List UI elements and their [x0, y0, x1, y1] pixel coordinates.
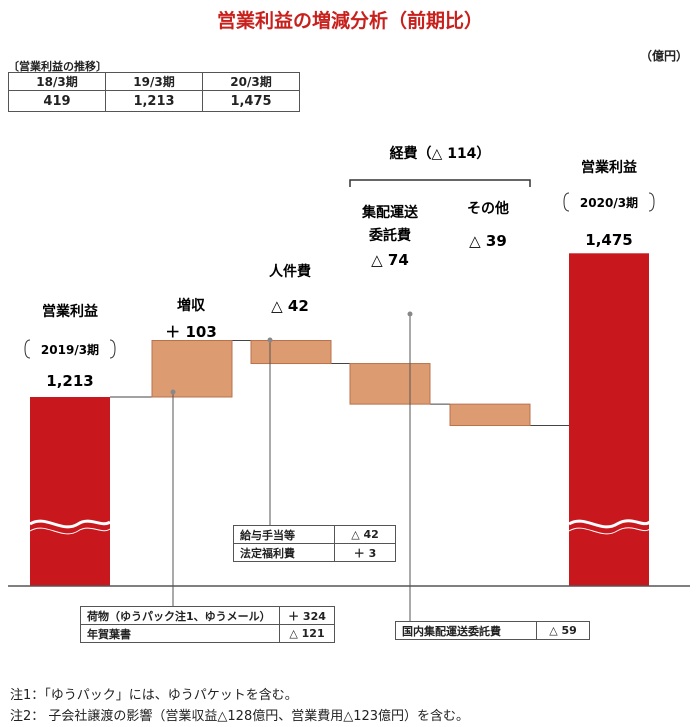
delivery-value: △ 74: [371, 251, 409, 269]
breakdown-value: △ 121: [279, 624, 335, 643]
breakdown-item: 年賀葉書: [80, 624, 280, 643]
breakdown-row: 給与手当等 △ 42: [233, 525, 396, 544]
bar-5: [569, 253, 649, 586]
bar-2: [250, 340, 332, 365]
trend-period: 19/3期: [105, 72, 203, 91]
axis-break-right: [568, 519, 651, 529]
personnel-breakdown-table: 給与手当等 △ 42 法定福利費 ＋ 3: [233, 525, 396, 562]
expense-group-label: 経費（△ 114）: [390, 145, 491, 162]
revenue-value: ＋ 103: [165, 323, 217, 341]
unit-label: （億円）: [639, 49, 688, 63]
trend-value-row: 419 1,213 1,475: [8, 90, 300, 112]
personnel-pointer-dot: [267, 337, 273, 343]
personnel-value: △ 42: [271, 297, 309, 315]
axis-break-right-2: [568, 527, 651, 535]
revenue-pointer-dot: [170, 389, 176, 395]
start-bar-period: 2019/3期: [41, 342, 99, 357]
end-bar-period: 2020/3期: [580, 195, 638, 210]
delivery-name-line1: 集配運送: [361, 204, 419, 221]
trend-period-row: 18/3期 19/3期 20/3期: [8, 72, 300, 91]
bar-4: [449, 403, 531, 427]
breakdown-value: △ 42: [334, 525, 396, 544]
start-period-bracket: [24, 339, 116, 359]
expense-group-bracket: [349, 179, 531, 187]
breakdown-row: 法定福利費 ＋ 3: [233, 543, 396, 562]
chart-title: 営業利益の増減分析（前期比）: [216, 10, 483, 32]
bar-3: [349, 363, 431, 405]
bar-0: [30, 397, 110, 586]
bar-1: [151, 340, 233, 398]
delivery-pointer-dot: [407, 311, 413, 317]
bars: [30, 253, 649, 586]
breakdown-row: 年賀葉書 △ 121: [80, 624, 335, 643]
trend-caption: 〔営業利益の推移〕: [8, 60, 107, 73]
breakdown-item: 荷物（ゆうパック注1、ゆうメール）: [80, 606, 280, 625]
trend-table: 18/3期 19/3期 20/3期 419 1,213 1,475: [8, 72, 300, 112]
breakdown-value: △ 59: [536, 621, 590, 640]
start-bar-value: 1,213: [46, 372, 93, 390]
footnote-1: 注1：「ゆうパック」には、ゆうパケットを含む。: [10, 688, 298, 703]
breakdown-item: 国内集配運送委託費: [395, 621, 537, 640]
breakdown-value: ＋ 324: [279, 606, 335, 625]
delivery-name-line2: 委託費: [368, 227, 411, 244]
other-value: △ 39: [469, 232, 507, 250]
connector-lines: [110, 340, 569, 427]
end-period-bracket: [563, 192, 655, 212]
breakdown-item: 法定福利費: [233, 543, 335, 562]
other-name: その他: [467, 200, 509, 217]
trend-period: 20/3期: [202, 72, 300, 91]
trend-value: 1,475: [202, 90, 300, 112]
end-bar-name: 営業利益: [581, 159, 637, 176]
axis-break-left-2: [29, 527, 111, 535]
breakdown-value: ＋ 3: [334, 543, 396, 562]
breakdown-item: 給与手当等: [233, 525, 335, 544]
revenue-breakdown-table: 荷物（ゆうパック注1、ゆうメール） ＋ 324 年賀葉書 △ 121: [80, 606, 335, 643]
trend-value: 1,213: [105, 90, 203, 112]
breakdown-row: 荷物（ゆうパック注1、ゆうメール） ＋ 324: [80, 606, 335, 625]
revenue-name: 増収: [177, 297, 206, 314]
trend-value: 419: [8, 90, 106, 112]
start-bar-name: 営業利益: [42, 303, 98, 320]
axis-break-left: [29, 519, 111, 529]
footnote-2: 注2： 子会社譲渡の影響（営業収益△128億円、営業費用△123億円）を含む。: [10, 709, 470, 724]
end-bar-value: 1,475: [585, 231, 632, 249]
breakdown-row: 国内集配運送委託費 △ 59: [395, 621, 590, 640]
personnel-name: 人件費: [269, 263, 311, 280]
delivery-breakdown-table: 国内集配運送委託費 △ 59: [395, 621, 590, 640]
